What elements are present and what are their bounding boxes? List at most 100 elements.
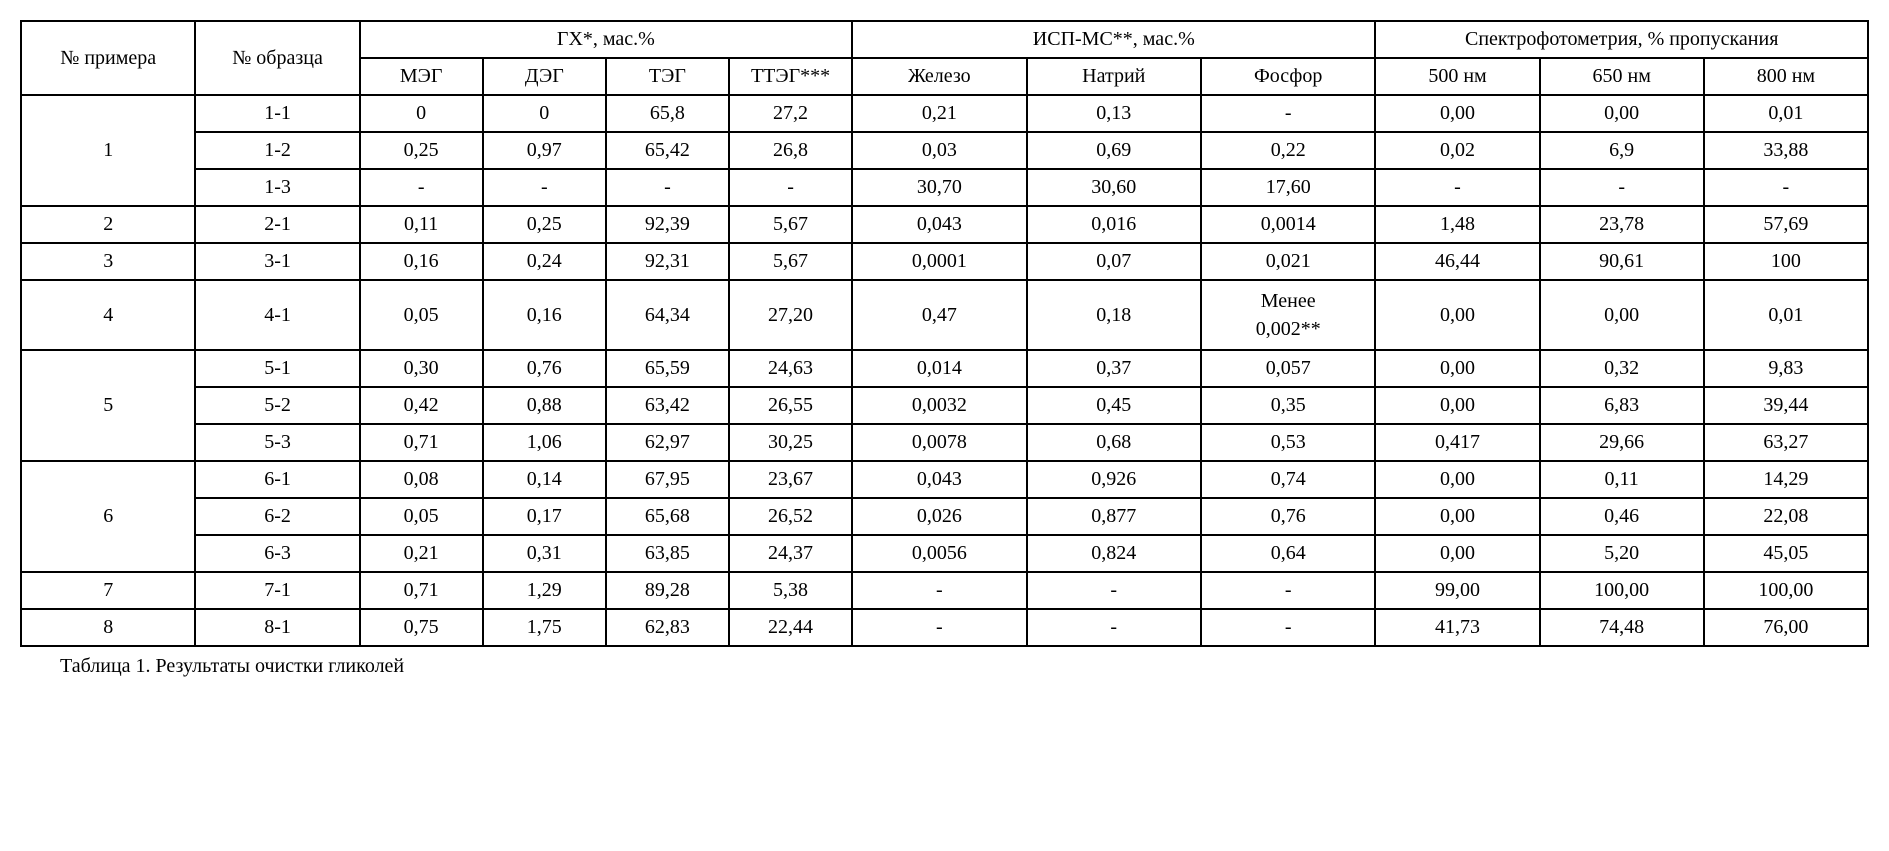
data-cell: -: [1027, 609, 1201, 646]
data-cell: -: [852, 609, 1026, 646]
data-cell: 0,824: [1027, 535, 1201, 572]
data-cell: 64,34: [606, 280, 729, 350]
data-cell: 5-3: [195, 424, 359, 461]
data-cell: 0,24: [483, 243, 606, 280]
data-cell: 9,83: [1704, 350, 1868, 387]
data-cell: -: [1540, 169, 1704, 206]
col-header-deg: ДЭГ: [483, 58, 606, 95]
col-header-500nm: 500 нм: [1375, 58, 1539, 95]
data-cell: 1,06: [483, 424, 606, 461]
data-cell: 0,46: [1540, 498, 1704, 535]
data-cell: 0,18: [1027, 280, 1201, 350]
data-cell: -: [1027, 572, 1201, 609]
data-cell: 65,8: [606, 95, 729, 132]
data-cell: 6,9: [1540, 132, 1704, 169]
data-cell: 0,25: [483, 206, 606, 243]
data-cell: 0,00: [1375, 95, 1539, 132]
table-row: 88-10,751,7562,8322,44---41,7374,4876,00: [21, 609, 1868, 646]
data-cell: 0,13: [1027, 95, 1201, 132]
table-row: 44-10,050,1664,3427,200,470,18Менее0,002…: [21, 280, 1868, 350]
data-cell: -: [1201, 95, 1375, 132]
col-header-teg: ТЭГ: [606, 58, 729, 95]
data-cell: 0,057: [1201, 350, 1375, 387]
data-cell: 30,25: [729, 424, 852, 461]
data-cell: 30,60: [1027, 169, 1201, 206]
data-cell: 0,02: [1375, 132, 1539, 169]
data-cell: 99,00: [1375, 572, 1539, 609]
data-cell: 100: [1704, 243, 1868, 280]
data-cell: 0,05: [360, 280, 483, 350]
data-cell: 17,60: [1201, 169, 1375, 206]
col-header-example: № примера: [21, 21, 195, 95]
data-cell: 0,877: [1027, 498, 1201, 535]
data-cell: 0,08: [360, 461, 483, 498]
data-cell: 0,76: [483, 350, 606, 387]
data-cell: 0,016: [1027, 206, 1201, 243]
data-cell: 90,61: [1540, 243, 1704, 280]
data-cell: -: [483, 169, 606, 206]
data-cell: -: [729, 169, 852, 206]
data-cell: 0,417: [1375, 424, 1539, 461]
data-cell: 0,97: [483, 132, 606, 169]
example-cell: 6: [21, 461, 195, 572]
data-cell: 27,2: [729, 95, 852, 132]
data-cell: 0,00: [1540, 95, 1704, 132]
data-cell: 0,30: [360, 350, 483, 387]
col-header-650nm: 650 нм: [1540, 58, 1704, 95]
data-cell: 0,37: [1027, 350, 1201, 387]
data-cell: 0,014: [852, 350, 1026, 387]
data-cell: 65,59: [606, 350, 729, 387]
data-cell: -: [852, 572, 1026, 609]
example-cell: 1: [21, 95, 195, 206]
data-cell: 1-2: [195, 132, 359, 169]
data-cell: 6,83: [1540, 387, 1704, 424]
data-cell: 0,25: [360, 132, 483, 169]
data-cell: 57,69: [1704, 206, 1868, 243]
data-cell: 0,69: [1027, 132, 1201, 169]
data-cell: 0,00: [1375, 280, 1539, 350]
example-cell: 7: [21, 572, 195, 609]
data-cell: 0,0032: [852, 387, 1026, 424]
example-cell: 8: [21, 609, 195, 646]
data-cell: 0,926: [1027, 461, 1201, 498]
table-row: 66-10,080,1467,9523,670,0430,9260,740,00…: [21, 461, 1868, 498]
data-cell: 0,42: [360, 387, 483, 424]
data-cell: -: [1704, 169, 1868, 206]
data-cell: 0,75: [360, 609, 483, 646]
data-cell: Менее0,002**: [1201, 280, 1375, 350]
data-cell: 0,74: [1201, 461, 1375, 498]
data-cell: 0,64: [1201, 535, 1375, 572]
data-cell: 22,08: [1704, 498, 1868, 535]
data-cell: 24,37: [729, 535, 852, 572]
example-cell: 2: [21, 206, 195, 243]
data-cell: -: [1375, 169, 1539, 206]
data-cell: 1,29: [483, 572, 606, 609]
data-cell: 0,00: [1540, 280, 1704, 350]
table-row: 5-30,711,0662,9730,250,00780,680,530,417…: [21, 424, 1868, 461]
data-cell: 6-2: [195, 498, 359, 535]
col-header-sample: № образца: [195, 21, 359, 95]
table-row: 6-30,210,3163,8524,370,00560,8240,640,00…: [21, 535, 1868, 572]
table-row: 1-3----30,7030,6017,60---: [21, 169, 1868, 206]
data-cell: 65,42: [606, 132, 729, 169]
data-cell: 65,68: [606, 498, 729, 535]
data-cell: 100,00: [1704, 572, 1868, 609]
data-cell: 0: [483, 95, 606, 132]
data-cell: 41,73: [1375, 609, 1539, 646]
data-cell: 0,043: [852, 461, 1026, 498]
data-cell: 0,03: [852, 132, 1026, 169]
data-cell: 0,00: [1375, 498, 1539, 535]
data-cell: 26,52: [729, 498, 852, 535]
table-body: 11-10065,827,20,210,13-0,000,000,011-20,…: [21, 95, 1868, 646]
data-cell: 0,0078: [852, 424, 1026, 461]
data-cell: 92,39: [606, 206, 729, 243]
data-cell: 63,27: [1704, 424, 1868, 461]
data-cell: 0,11: [1540, 461, 1704, 498]
data-cell: 0,71: [360, 572, 483, 609]
table-row: 11-10065,827,20,210,13-0,000,000,01: [21, 95, 1868, 132]
col-header-isp: ИСП-МС**, мас.%: [852, 21, 1375, 58]
data-cell: -: [360, 169, 483, 206]
data-cell: 0,0001: [852, 243, 1026, 280]
data-cell: 33,88: [1704, 132, 1868, 169]
data-cell: 0,11: [360, 206, 483, 243]
